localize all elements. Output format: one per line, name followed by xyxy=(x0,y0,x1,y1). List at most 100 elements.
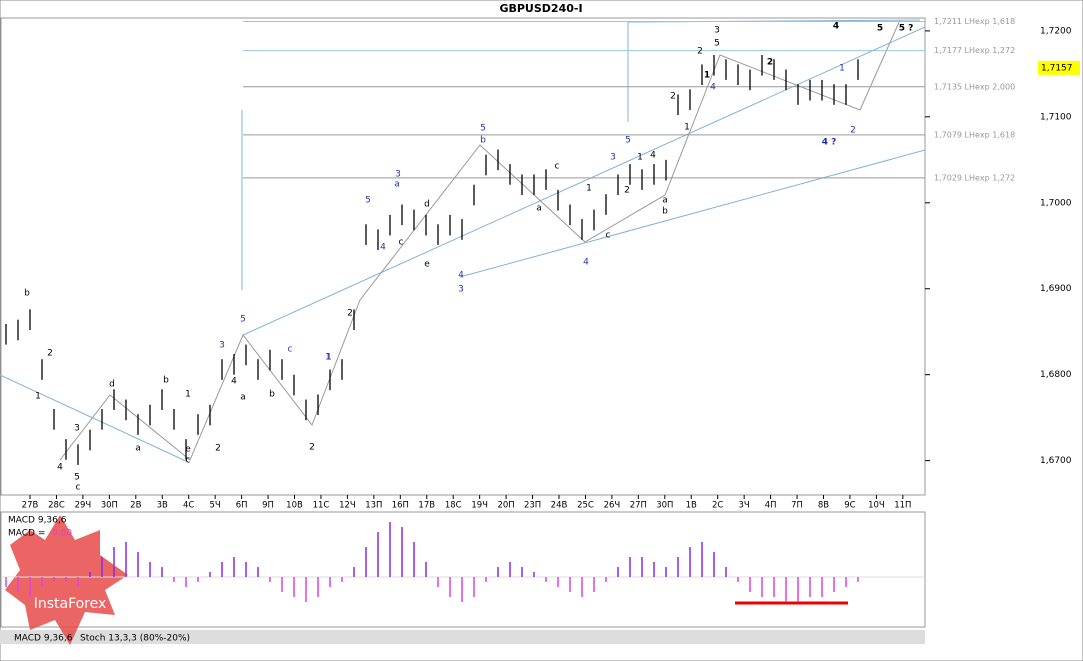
level-label: 1,7177 LНехр 1,272 xyxy=(934,46,1015,55)
x-tick-label: 11С xyxy=(313,501,330,511)
wave-label: 1 xyxy=(586,184,592,194)
wave-label: 3 xyxy=(610,153,616,163)
wave-label: 3 xyxy=(714,26,720,36)
y-tick-label: 1,6800 xyxy=(1040,370,1072,380)
wave-label: d xyxy=(424,200,430,210)
x-tick-label: 23П xyxy=(524,501,541,511)
wave-label: 2 xyxy=(850,126,856,136)
wave-label: b xyxy=(24,289,30,299)
x-tick-label: 13П xyxy=(365,501,382,511)
x-tick-label: 27В xyxy=(22,501,39,511)
x-tick-label: 3Ч xyxy=(739,501,750,511)
x-tick-label: 16П xyxy=(392,501,409,511)
wave-label: 2 xyxy=(215,444,221,454)
wave-label: 2 xyxy=(47,349,53,359)
wave-label: 2 xyxy=(309,443,315,453)
wave-label: 4 ? xyxy=(822,138,837,148)
x-tick-label: 11П xyxy=(894,501,911,511)
wave-label: b xyxy=(662,207,668,217)
x-tick-label: 9П xyxy=(262,501,274,511)
x-tick-label: 4П xyxy=(765,501,777,511)
wave-label: a xyxy=(536,204,542,214)
wave-label: 4 xyxy=(231,377,237,387)
wave-label: 4 xyxy=(380,243,386,253)
x-tick-label: 30П xyxy=(656,501,673,511)
wave-label: 1 xyxy=(637,153,643,163)
wave-label: a xyxy=(135,444,141,454)
x-tick-label: 24В xyxy=(551,501,568,511)
wave-label: 5 xyxy=(714,39,720,49)
wave-label: 1 xyxy=(684,123,690,133)
wave-label: b xyxy=(163,376,169,386)
tab: Stoch 13,3,3 (80%-20%) xyxy=(80,634,190,644)
level-label: 1,7079 LНехр 1,618 xyxy=(934,130,1015,139)
x-tick-label: 5Ч xyxy=(210,501,221,511)
x-tick-label: 7П xyxy=(791,501,803,511)
x-tick-label: 8В xyxy=(818,501,829,511)
wave-label: c xyxy=(288,345,293,355)
y-tick-label: 1,7000 xyxy=(1040,198,1072,208)
x-tick-label: 9С xyxy=(844,501,855,511)
wave-label: 1 xyxy=(326,353,332,363)
wave-label: 4 xyxy=(833,22,839,32)
macd-title: MACD 9,36,6 xyxy=(8,516,67,526)
wave-label: b xyxy=(269,390,275,400)
wave-label: 2 xyxy=(697,47,703,57)
wave-label: b xyxy=(480,136,486,146)
wave-label: 1 xyxy=(325,353,331,363)
x-tick-label: 12Ч xyxy=(339,501,356,511)
wave-label: a xyxy=(394,180,400,190)
tab: MACD 9,36,6 xyxy=(14,634,73,644)
wave-label: 1 xyxy=(839,64,845,74)
x-tick-label: 10Ч xyxy=(868,501,885,511)
level-label: 1,7029 LНехр 1,272 xyxy=(934,173,1015,182)
wave-label: 5 ? xyxy=(899,24,914,34)
x-tick-label: 1В xyxy=(686,501,697,511)
x-tick-label: 25С xyxy=(577,501,594,511)
price-box xyxy=(1038,60,1080,75)
wave-label: 3 xyxy=(74,424,80,434)
wave-label: 1 xyxy=(704,71,710,81)
x-tick-label: 30П xyxy=(101,501,118,511)
x-tick-label: 2С xyxy=(712,501,723,511)
x-tick-label: 28С xyxy=(48,501,65,511)
plot-frame xyxy=(0,17,926,496)
macd-frame xyxy=(0,511,926,628)
price-label: 1,7157 xyxy=(1041,63,1073,73)
x-tick-label: 17В xyxy=(418,501,435,511)
level-label: 1,7211 LНехр 1,618 xyxy=(934,17,1015,26)
wave-label: 1 xyxy=(35,392,41,402)
logo-text: InstaForex xyxy=(34,596,107,612)
wave-label: c xyxy=(186,456,191,466)
wave-label: 4 xyxy=(710,83,716,93)
wave-label: c xyxy=(399,238,404,248)
wave-label: 2 xyxy=(624,186,630,196)
wave-label: 5 xyxy=(74,473,80,483)
wave-label: c xyxy=(606,231,611,241)
x-tick-label: 19Ч xyxy=(471,501,488,511)
x-tick-label: 2В xyxy=(130,501,141,511)
x-tick-label: 20П xyxy=(497,501,514,511)
wave-label: e xyxy=(185,445,191,455)
wave-label: 2 xyxy=(670,92,676,102)
wave-label: c xyxy=(555,162,560,172)
x-tick-label: 26Ч xyxy=(604,501,621,511)
wave-label: 4 xyxy=(650,151,656,161)
x-tick-label: 6П xyxy=(236,501,248,511)
wave-label: 3 xyxy=(219,341,225,351)
wave-label: 2 xyxy=(767,58,773,68)
wave-label: 4 xyxy=(458,271,464,281)
wave-label: a xyxy=(662,196,668,206)
wave-label: 2 xyxy=(347,309,353,319)
x-tick-label: 29Ч xyxy=(75,501,92,511)
macd-value: 0,00 xyxy=(52,529,72,539)
y-tick-label: 1,6900 xyxy=(1040,284,1072,294)
chart-title: GBPUSD240-I xyxy=(499,2,582,15)
x-tick-label: 27П xyxy=(630,501,647,511)
x-tick-label: 18С xyxy=(445,501,462,511)
wave-label: 3 xyxy=(395,170,401,180)
wave-label: e xyxy=(424,260,430,270)
wave-label: 3 xyxy=(458,285,464,295)
